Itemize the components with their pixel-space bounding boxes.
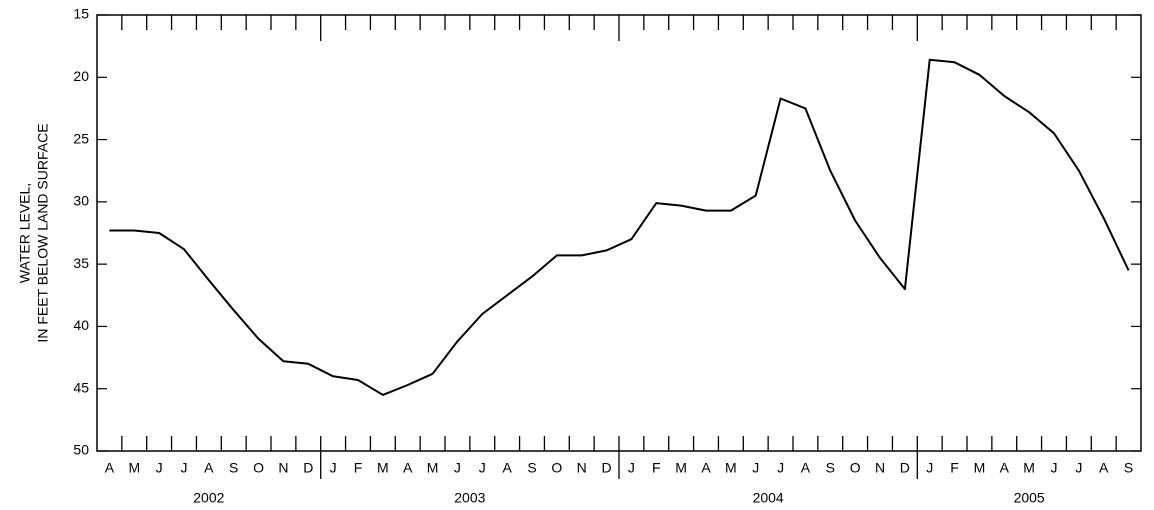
x-tick-label: A — [801, 460, 811, 476]
x-tick-label: M — [128, 460, 140, 476]
x-tick-label: J — [454, 460, 461, 476]
y-axis-title: WATER LEVEL, IN FEET BELOW LAND SURFACE — [17, 123, 51, 342]
x-tick-label: A — [1099, 460, 1109, 476]
x-tick-label: D — [303, 460, 313, 476]
y-tick-label: 20 — [73, 68, 89, 84]
x-tick-label: M — [427, 460, 439, 476]
x-tick-label: O — [850, 460, 861, 476]
x-tick-label: J — [330, 460, 337, 476]
x-tick-label: S — [1124, 460, 1133, 476]
x-tick-label: J — [926, 460, 933, 476]
x-tick-label: O — [253, 460, 264, 476]
y-tick-label: 35 — [73, 255, 89, 271]
year-label: 2003 — [454, 490, 485, 506]
x-tick-label: J — [156, 460, 163, 476]
x-tick-label: J — [777, 460, 784, 476]
x-tick-label: S — [527, 460, 536, 476]
x-tick-label: J — [181, 460, 188, 476]
x-tick-label: A — [502, 460, 512, 476]
y-tick-label: 30 — [73, 193, 89, 209]
x-tick-label: J — [628, 460, 635, 476]
plot-frame — [96, 14, 1142, 452]
x-tick-label: M — [725, 460, 737, 476]
x-tick-label: O — [551, 460, 562, 476]
x-tick-label: F — [652, 460, 661, 476]
x-tick-label: N — [875, 460, 885, 476]
x-tick-label: D — [900, 460, 910, 476]
y-tick-label: 40 — [73, 317, 89, 333]
x-tick-label: M — [974, 460, 986, 476]
x-tick-label: J — [1075, 460, 1082, 476]
year-label: 2005 — [1014, 490, 1045, 506]
y-tick-label: 50 — [73, 442, 89, 458]
x-tick-label: A — [403, 460, 413, 476]
water-level-line — [109, 58, 1130, 396]
y-tick-label: 15 — [73, 6, 89, 22]
x-tick-label: J — [752, 460, 759, 476]
x-tick-label: A — [204, 460, 214, 476]
x-tick-label: J — [479, 460, 486, 476]
x-tick-label: N — [577, 460, 587, 476]
x-tick-label: A — [701, 460, 711, 476]
x-tick-label: F — [354, 460, 363, 476]
x-tick-label: F — [950, 460, 959, 476]
y-tick-label: 45 — [73, 379, 89, 395]
x-tick-label: D — [602, 460, 612, 476]
x-tick-label: M — [377, 460, 389, 476]
year-label: 2004 — [753, 490, 784, 506]
x-tick-label: A — [1000, 460, 1010, 476]
x-tick-label: A — [105, 460, 115, 476]
y-label-line: WATER LEVEL, — [17, 183, 33, 283]
year-label: 2002 — [193, 490, 224, 506]
x-tick-label: M — [1023, 460, 1035, 476]
y-tick-label: 25 — [73, 130, 89, 146]
x-tick-label: M — [675, 460, 687, 476]
y-label-line: IN FEET BELOW LAND SURFACE — [35, 123, 51, 342]
x-tick-label: S — [826, 460, 835, 476]
x-tick-label: J — [1051, 460, 1058, 476]
x-tick-label: S — [229, 460, 238, 476]
x-tick-label: N — [278, 460, 288, 476]
